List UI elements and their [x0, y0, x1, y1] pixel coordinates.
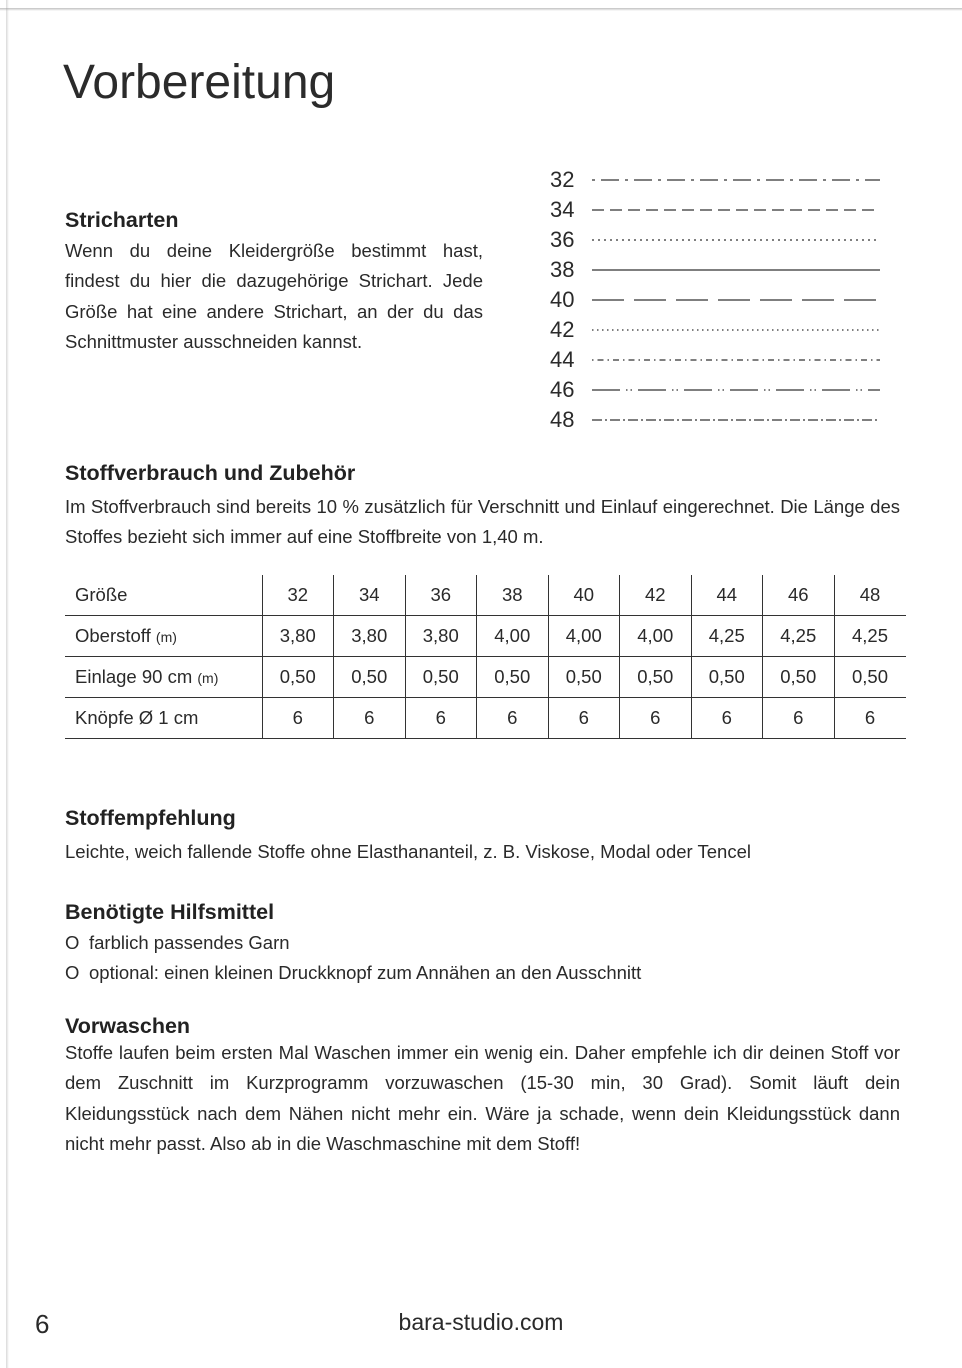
svg-text:48: 48 [550, 407, 574, 432]
svg-text:32: 32 [550, 167, 574, 192]
svg-text:42: 42 [550, 317, 574, 342]
svg-text:44: 44 [550, 347, 574, 372]
svg-text:40: 40 [550, 287, 574, 312]
svg-text:46: 46 [550, 377, 574, 402]
svg-text:34: 34 [550, 197, 574, 222]
svg-text:38: 38 [550, 257, 574, 282]
svg-text:36: 36 [550, 227, 574, 252]
